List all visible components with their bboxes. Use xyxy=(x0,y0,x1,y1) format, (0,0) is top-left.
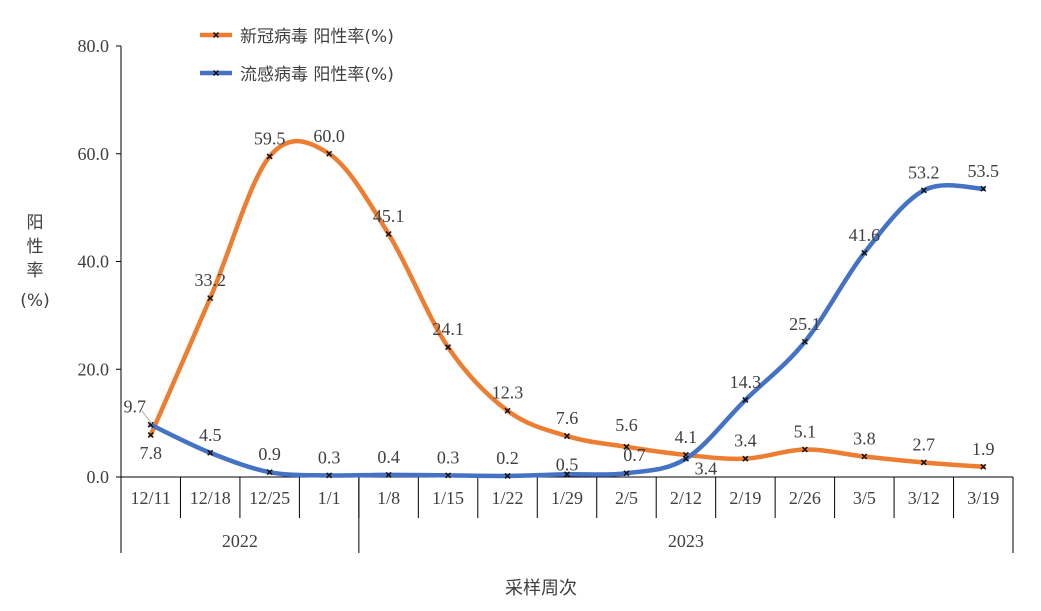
data-label: 0.2 xyxy=(496,448,519,468)
data-label: 25.1 xyxy=(789,314,821,334)
x-tick-label: 3/5 xyxy=(853,488,876,508)
data-point-marker xyxy=(742,455,749,462)
data-label: 60.0 xyxy=(313,126,345,146)
x-tick-label: 3/12 xyxy=(908,488,940,508)
data-point-marker xyxy=(920,459,927,466)
y-tick-label: 20.0 xyxy=(78,359,110,379)
data-label: 0.7 xyxy=(623,445,646,465)
data-point-marker xyxy=(504,407,511,414)
data-label: 3.4 xyxy=(734,431,757,451)
data-point-marker xyxy=(920,187,927,194)
x-tick-label: 1/22 xyxy=(492,488,524,508)
data-point-marker xyxy=(623,470,630,477)
data-point-marker xyxy=(623,443,630,450)
data-label: 0.3 xyxy=(437,447,460,467)
legend-label: 流感病毒 阳性率(%) xyxy=(240,65,394,85)
x-tick-label: 2/12 xyxy=(670,488,702,508)
data-label: 2.7 xyxy=(913,434,936,454)
y-tick-label: 80.0 xyxy=(78,36,110,56)
data-label: 5.1 xyxy=(794,422,817,442)
x-tick-label: 12/25 xyxy=(249,488,290,508)
x-tick-label: 12/18 xyxy=(190,488,231,508)
x-tick-label: 3/19 xyxy=(967,488,999,508)
legend-label: 新冠病毒 阳性率(%) xyxy=(240,27,394,47)
data-label: 9.7 xyxy=(123,397,146,417)
label-leader-line xyxy=(141,410,153,425)
legend-marker xyxy=(212,69,220,77)
data-label: 59.5 xyxy=(254,128,286,148)
data-point-marker xyxy=(326,150,333,157)
y-tick-label: 40.0 xyxy=(78,252,110,272)
x-tick-label: 2/19 xyxy=(729,488,761,508)
data-point-marker xyxy=(445,472,452,479)
data-point-marker xyxy=(207,295,214,302)
data-point-marker xyxy=(682,455,689,462)
data-point-marker xyxy=(445,344,452,351)
y-tick-label: 0.0 xyxy=(87,467,110,487)
data-label: 5.6 xyxy=(615,415,638,435)
data-point-marker xyxy=(801,338,808,345)
data-point-marker xyxy=(266,153,273,160)
x-axis-title: 采样周次 xyxy=(505,578,577,599)
legend-marker xyxy=(212,31,220,39)
x-tick-label: 1/8 xyxy=(377,488,400,508)
data-label: 12.3 xyxy=(492,383,524,403)
data-point-marker xyxy=(385,471,392,478)
data-label: 41.6 xyxy=(849,225,881,245)
data-point-marker xyxy=(147,421,154,428)
data-point-marker xyxy=(326,472,333,479)
data-point-marker xyxy=(563,433,571,440)
data-label: 0.3 xyxy=(318,447,341,467)
data-point-marker xyxy=(742,396,749,403)
data-point-marker xyxy=(980,185,987,192)
x-tick-label: 2/5 xyxy=(615,488,638,508)
data-label: 45.1 xyxy=(373,206,405,226)
data-label: 53.5 xyxy=(968,161,1000,181)
data-point-marker xyxy=(801,446,808,453)
x-tick-label: 2/26 xyxy=(789,488,821,508)
data-point-marker xyxy=(861,453,868,460)
data-label: 4.5 xyxy=(199,425,222,445)
data-point-marker xyxy=(207,449,214,456)
series-line-1 xyxy=(148,183,986,479)
data-label: 7.8 xyxy=(139,443,162,463)
data-label: 3.4 xyxy=(695,459,718,479)
data-label: 33.2 xyxy=(194,270,226,290)
data-label: 1.9 xyxy=(972,439,995,459)
data-label: 4.1 xyxy=(675,427,698,447)
year-label: 2023 xyxy=(668,531,704,551)
data-point-marker xyxy=(861,249,868,256)
data-point-marker xyxy=(563,471,571,478)
data-label: 7.6 xyxy=(556,408,579,428)
data-label: 0.9 xyxy=(258,444,281,464)
data-label: 14.3 xyxy=(730,372,762,392)
y-axis-title: 阳性率(%) xyxy=(20,213,49,311)
x-tick-label: 1/15 xyxy=(432,488,464,508)
data-point-marker xyxy=(147,431,154,439)
data-point-marker xyxy=(504,472,511,479)
data-label: 24.1 xyxy=(432,319,464,339)
data-label: 53.2 xyxy=(908,162,940,182)
x-tick-label: 1/29 xyxy=(551,488,583,508)
data-label: 0.4 xyxy=(377,447,400,467)
data-label: 3.8 xyxy=(853,429,876,449)
data-point-marker xyxy=(266,469,273,476)
year-label: 2022 xyxy=(222,531,258,551)
x-tick-label: 1/1 xyxy=(318,488,341,508)
data-point-marker xyxy=(980,463,987,470)
data-point-marker xyxy=(385,230,392,238)
x-tick-label: 12/11 xyxy=(131,488,171,508)
data-label: 0.5 xyxy=(556,454,579,474)
y-tick-label: 60.0 xyxy=(78,144,110,164)
